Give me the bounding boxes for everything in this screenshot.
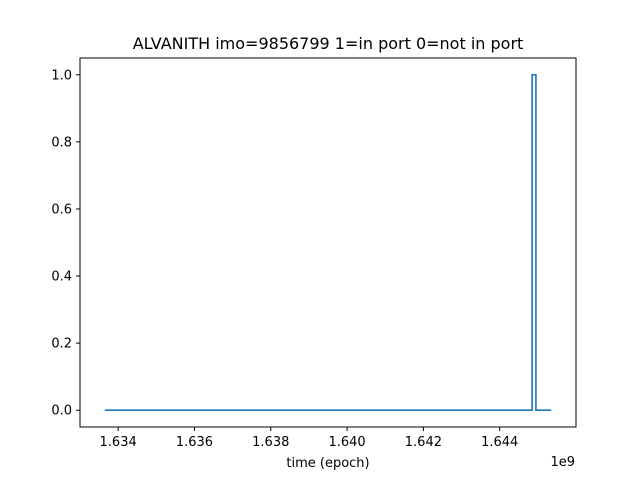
y-tick-label: 0.0 [51,404,72,419]
y-tick-label: 0.6 [51,202,72,217]
x-tick-label: 1.638 [252,435,289,450]
x-tick-label: 1.640 [328,435,365,450]
x-tick-label: 1.634 [100,435,137,450]
plot-area [104,73,552,412]
x-axis: 1.634 1.636 1.638 1.640 1.642 1.644 [100,427,518,450]
x-tick-label: 1.636 [176,435,213,450]
y-tick-label: 0.8 [51,135,72,150]
y-axis: 0.0 0.2 0.4 0.6 0.8 1.0 [51,68,80,419]
x-tick-label: 1.644 [481,435,518,450]
x-tick-label: 1.642 [405,435,442,450]
x-axis-offset-label: 1e9 [550,455,575,470]
chart-title: ALVANITH imo=9856799 1=in port 0=not in … [133,34,524,53]
x-axis-label: time (epoch) [286,456,369,471]
y-tick-label: 0.2 [51,337,72,352]
y-tick-label: 0.4 [51,270,72,285]
axes-frame [79,57,577,428]
y-tick-label: 1.0 [51,68,72,83]
series-line-0 [104,73,552,412]
